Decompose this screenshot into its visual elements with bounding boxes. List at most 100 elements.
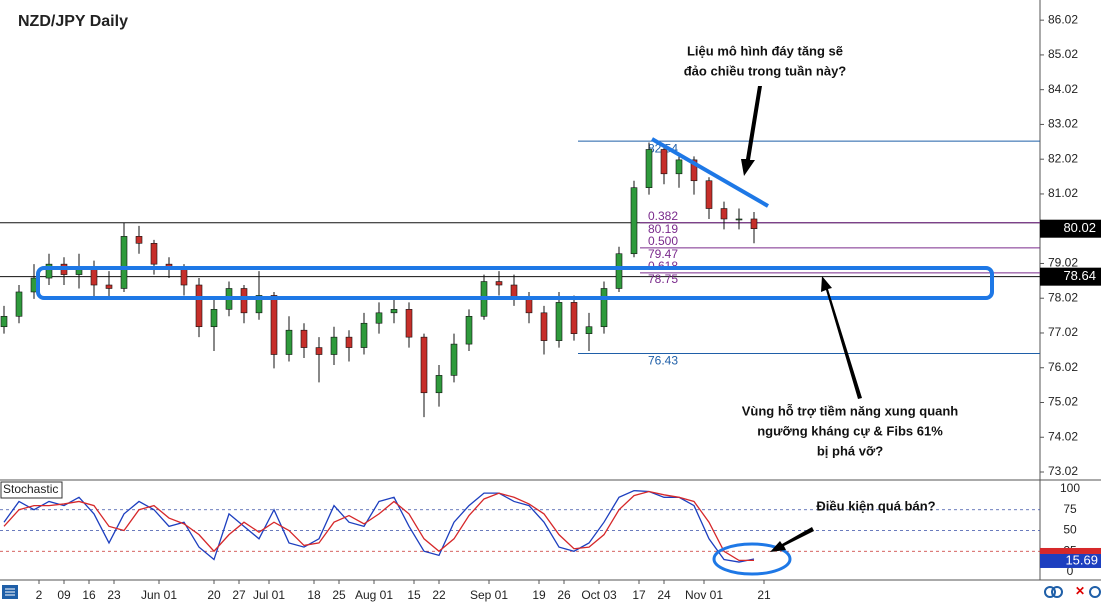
candle-body bbox=[675, 159, 683, 175]
x-tick-label: 27 bbox=[232, 588, 246, 602]
link-icon[interactable] bbox=[1044, 586, 1056, 598]
stoch-tick-label: 75 bbox=[1063, 502, 1077, 516]
candle-body bbox=[345, 336, 353, 348]
y-tick-label: 77.02 bbox=[1048, 325, 1078, 339]
candle-body bbox=[390, 309, 398, 314]
candle-body bbox=[270, 295, 278, 355]
x-tick-label: 23 bbox=[107, 588, 121, 602]
link-icon bbox=[1051, 586, 1063, 598]
x-tick-label: Nov 01 bbox=[685, 588, 723, 602]
candle-body bbox=[435, 375, 443, 394]
candle-body bbox=[420, 336, 428, 394]
stoch-line bbox=[3, 489, 755, 563]
support-zone bbox=[36, 266, 994, 300]
stoch-marker-label: 15.69 bbox=[1065, 552, 1098, 567]
y-tick-label: 75.02 bbox=[1048, 395, 1078, 409]
annotation: bị phá vỡ? bbox=[817, 443, 883, 458]
candle-body bbox=[555, 302, 563, 341]
y-tick-label: 81.02 bbox=[1048, 186, 1078, 200]
price-marker-label: 78.64 bbox=[1063, 268, 1096, 283]
fib-value: 80.19 bbox=[648, 222, 678, 236]
candle-body bbox=[210, 309, 218, 328]
candle-body bbox=[495, 281, 503, 286]
candle-body bbox=[645, 149, 653, 188]
fib-ratio: 0.500 bbox=[648, 234, 678, 248]
candle-body bbox=[585, 326, 593, 334]
oversold-circle bbox=[712, 542, 792, 576]
candle-body bbox=[315, 347, 323, 355]
candle-body bbox=[0, 315, 8, 328]
candle-body bbox=[300, 329, 308, 348]
stoch-line bbox=[3, 490, 754, 562]
candle-body bbox=[195, 284, 203, 328]
candle-body bbox=[150, 243, 158, 265]
candle-body bbox=[105, 284, 113, 289]
annotation: Liệu mô hình đáy tăng sẽ bbox=[687, 43, 843, 58]
candle-body bbox=[375, 312, 383, 324]
chart-title: NZD/JPY Daily bbox=[18, 13, 128, 30]
candle-body bbox=[15, 291, 23, 317]
x-tick-label: Jun 01 bbox=[141, 588, 177, 602]
candle-body bbox=[600, 288, 608, 328]
candle-body bbox=[525, 298, 533, 314]
y-tick-label: 78.02 bbox=[1048, 290, 1078, 304]
x-tick-label: 21 bbox=[757, 588, 771, 602]
candle-body bbox=[570, 302, 578, 334]
candle-body bbox=[45, 263, 53, 279]
indicator-label: Stochastic bbox=[3, 482, 58, 496]
x-tick-label: Aug 01 bbox=[355, 588, 393, 602]
x-tick-label: 19 bbox=[532, 588, 546, 602]
x-tick-label: 09 bbox=[57, 588, 71, 602]
x-tick-label: 16 bbox=[82, 588, 96, 602]
candle-body bbox=[450, 343, 458, 376]
stoch-marker-box-top bbox=[1040, 547, 1101, 554]
candle-body bbox=[180, 267, 188, 286]
candle-body bbox=[465, 315, 473, 345]
candle-body bbox=[660, 149, 668, 175]
y-tick-label: 86.02 bbox=[1048, 12, 1078, 26]
annotation: Điều kiện quá bán? bbox=[816, 498, 935, 513]
arrow bbox=[821, 276, 862, 399]
x-tick-label: Jul 01 bbox=[253, 588, 285, 602]
candle-body bbox=[540, 312, 548, 341]
x-tick-label: 20 bbox=[207, 588, 221, 602]
x-tick-label: 26 bbox=[557, 588, 571, 602]
stoch-tick-label: 50 bbox=[1063, 523, 1077, 537]
y-tick-label: 82.02 bbox=[1048, 151, 1078, 165]
annotation: đảo chiều trong tuần này? bbox=[684, 63, 847, 78]
price-marker-box bbox=[1040, 267, 1101, 286]
candle-body bbox=[285, 329, 293, 355]
candle-body bbox=[405, 309, 413, 338]
candle-body bbox=[750, 218, 758, 230]
annotation: Vùng hỗ trợ tiềm năng xung quanh bbox=[742, 403, 959, 418]
candle-body bbox=[615, 253, 623, 289]
x-tick-label: 22 bbox=[432, 588, 446, 602]
fib-ratio: 0.382 bbox=[648, 209, 678, 223]
settings-icon[interactable] bbox=[1089, 586, 1101, 598]
stoch-marker-box bbox=[1040, 553, 1101, 568]
x-tick-label: 18 bbox=[307, 588, 321, 602]
candle-body bbox=[690, 159, 698, 182]
candle-body bbox=[135, 236, 143, 244]
x-tick-label: 17 bbox=[632, 588, 646, 602]
stoch-tick-label: 100 bbox=[1060, 481, 1080, 495]
y-tick-label: 76.02 bbox=[1048, 360, 1078, 374]
candle-body bbox=[330, 336, 338, 355]
y-tick-label: 74.02 bbox=[1048, 429, 1078, 443]
y-tick-label: 73.02 bbox=[1048, 464, 1078, 478]
close-icon[interactable]: ✕ bbox=[1075, 584, 1085, 598]
fib-value: 78.75 bbox=[648, 272, 678, 286]
fib-value: 79.47 bbox=[648, 247, 678, 261]
x-tick-label: Sep 01 bbox=[470, 588, 508, 602]
y-tick-label: 85.02 bbox=[1048, 47, 1078, 61]
indicator-label-box bbox=[0, 481, 63, 499]
candle-body bbox=[735, 218, 743, 221]
candle-body bbox=[255, 295, 263, 314]
candle-body bbox=[360, 322, 368, 348]
y-tick-label: 79.02 bbox=[1048, 256, 1078, 270]
price-marker-box bbox=[1040, 219, 1101, 238]
x-tick-label: 25 bbox=[332, 588, 346, 602]
plot-layer: 86.02 85.02 84.02 83.02 82.02 81.02 80.02 79.02… bbox=[0, 12, 1101, 602]
